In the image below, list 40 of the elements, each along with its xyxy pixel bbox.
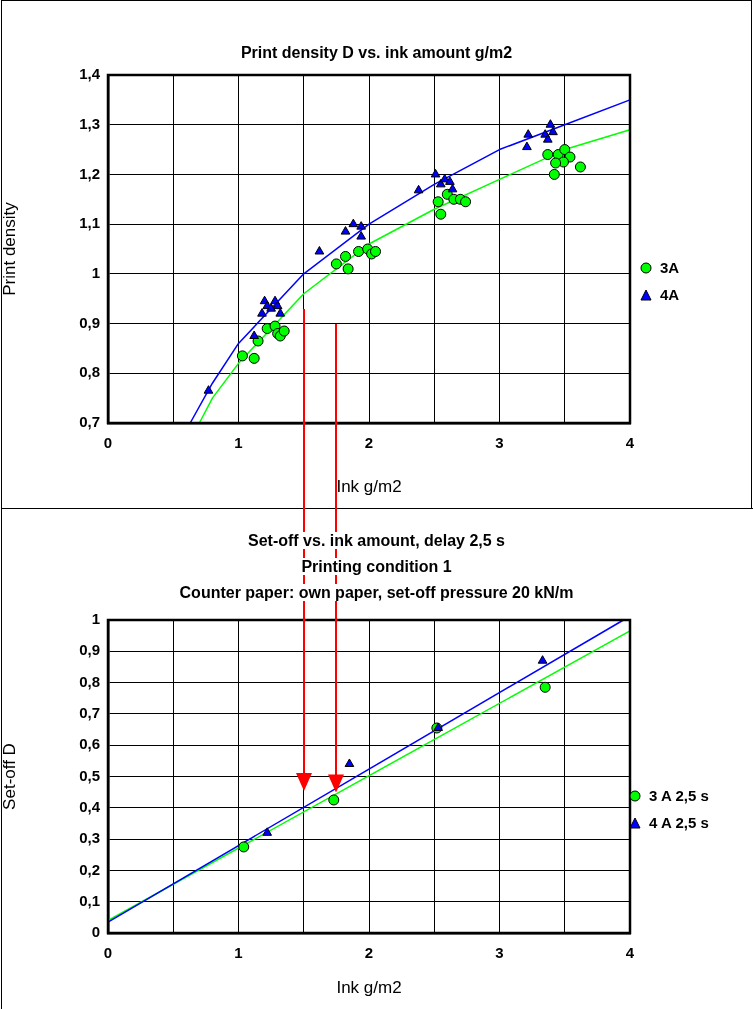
y-tick-label: 1 [91,264,100,281]
y-tick-label: 0,3 [79,829,100,847]
x-tick-label: 4 [625,944,635,962]
x-tick-label: 1 [234,944,243,962]
x-tick-label: 0 [103,434,113,452]
x-axis-title: Ink g/m2 [336,978,402,998]
x-tick-label: 3 [495,434,504,452]
x-tick-label: 2 [364,434,374,452]
y-tick-label: 1,4 [79,65,101,83]
y-tick-label: 0,5 [79,766,100,784]
x-tick-label: 2 [364,944,374,962]
y-axis-title: Set-off D [0,743,19,810]
y-tick-label: 0,2 [79,860,100,878]
y-tick-label: 0 [91,923,100,941]
legend-label: 3A [660,259,680,276]
y-tick-label: 0,6 [79,735,100,753]
chart-title: Print density D vs. ink amount g/m2 [240,44,513,61]
y-tick-label: 0,7 [79,704,100,722]
x-tick-label: 3 [495,944,504,962]
x-tick-label: 0 [103,944,113,962]
y-tick-label: 0,9 [79,313,100,331]
chart-title: Set-off vs. ink amount, delay 2,5 s [248,532,505,549]
legend-label: 3 A 2,5 s [649,787,709,804]
y-tick-label: 0,7 [79,413,100,431]
y-axis-title: Print density [0,201,19,296]
y-tick-label: 0,1 [79,891,100,909]
y-tick-label: 1,3 [79,114,100,132]
legend-label: 4A [660,286,680,303]
x-tick-label: 1 [234,434,243,452]
chart-subtitle: Printing condition 1 Counter paper: own paper, set-off pressure 20 kN/m [179,558,574,601]
x-tick-label: 4 [625,434,635,452]
legend-label: 4 A 2,5 s [649,814,709,831]
y-tick-label: 1,2 [79,164,100,182]
y-tick-label: 0,8 [79,672,100,690]
y-tick-label: 0,8 [79,363,100,381]
y-tick-label: 1 [91,610,100,628]
x-axis-title: Ink g/m2 [336,477,402,497]
y-tick-label: 1,1 [79,214,100,232]
y-tick-label: 0,9 [79,641,100,659]
y-tick-label: 0,4 [79,797,101,815]
